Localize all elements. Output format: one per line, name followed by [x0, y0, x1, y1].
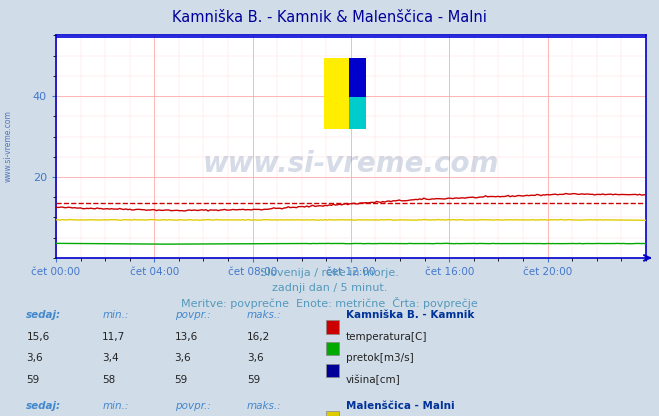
Text: temperatura[C]: temperatura[C]	[346, 332, 428, 342]
Text: 58: 58	[102, 375, 115, 385]
Text: sedaj:: sedaj:	[26, 310, 61, 320]
Text: 15,6: 15,6	[26, 332, 49, 342]
Text: 13,6: 13,6	[175, 332, 198, 342]
Text: 3,6: 3,6	[247, 353, 264, 363]
Text: min.:: min.:	[102, 310, 129, 320]
Text: višina[cm]: višina[cm]	[346, 375, 401, 385]
Text: 11,7: 11,7	[102, 332, 125, 342]
Text: 16,2: 16,2	[247, 332, 270, 342]
Text: pretok[m3/s]: pretok[m3/s]	[346, 353, 414, 363]
Text: min.:: min.:	[102, 401, 129, 411]
Text: www.si-vreme.com: www.si-vreme.com	[3, 110, 13, 181]
Text: 59: 59	[26, 375, 40, 385]
Text: Slovenija / reke in morje.: Slovenija / reke in morje.	[260, 268, 399, 278]
Text: 3,6: 3,6	[26, 353, 43, 363]
Text: 3,6: 3,6	[175, 353, 191, 363]
FancyBboxPatch shape	[324, 58, 349, 129]
Text: Kamniška B. - Kamnik & Malenščica - Malni: Kamniška B. - Kamnik & Malenščica - Maln…	[172, 10, 487, 25]
Text: 3,4: 3,4	[102, 353, 119, 363]
FancyBboxPatch shape	[349, 57, 366, 97]
Text: maks.:: maks.:	[247, 310, 282, 320]
Text: Kamniška B. - Kamnik: Kamniška B. - Kamnik	[346, 310, 474, 320]
Text: povpr.:: povpr.:	[175, 310, 210, 320]
FancyBboxPatch shape	[349, 97, 366, 129]
Text: Meritve: povprečne  Enote: metrične  Črta: povprečje: Meritve: povprečne Enote: metrične Črta:…	[181, 297, 478, 310]
Text: 59: 59	[247, 375, 260, 385]
Text: povpr.:: povpr.:	[175, 401, 210, 411]
Text: www.si-vreme.com: www.si-vreme.com	[203, 151, 499, 178]
Text: zadnji dan / 5 minut.: zadnji dan / 5 minut.	[272, 283, 387, 293]
Text: maks.:: maks.:	[247, 401, 282, 411]
Text: sedaj:: sedaj:	[26, 401, 61, 411]
Text: Malenščica - Malni: Malenščica - Malni	[346, 401, 455, 411]
Text: 59: 59	[175, 375, 188, 385]
